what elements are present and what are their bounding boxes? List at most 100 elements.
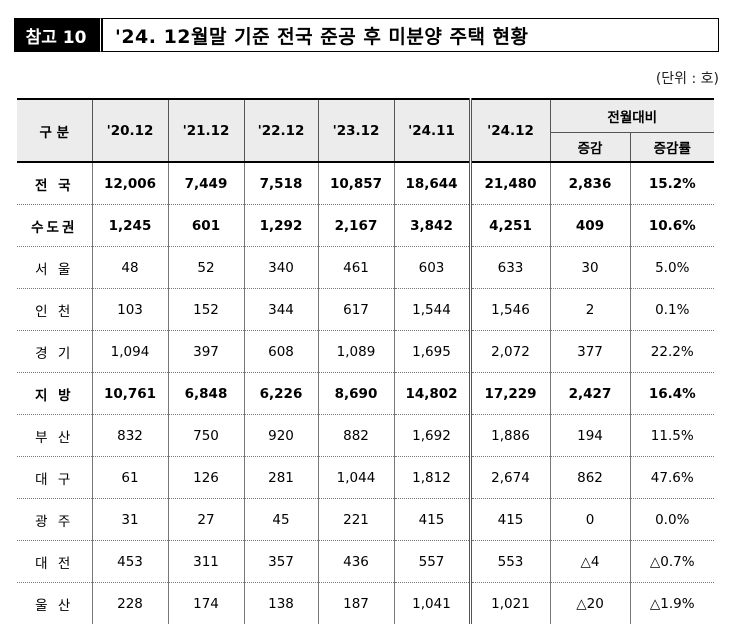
table-cell: 16.4% <box>629 372 714 415</box>
table-cell: 47.6% <box>629 456 714 499</box>
table-cell: 1,041 <box>393 582 471 624</box>
unsold-housing-table: 구 분 '20.12 '21.12 '22.12 '23.12 '24.11 '… <box>17 98 714 624</box>
header-change: 증감 <box>549 132 631 163</box>
header-year: '22.12 <box>243 98 319 163</box>
table-cell: 18,644 <box>393 161 471 205</box>
header-year: '24.12 <box>468 98 551 163</box>
table-cell: 6,226 <box>243 372 319 415</box>
row-label: 수도권 <box>17 204 93 247</box>
table-cell: 1,021 <box>468 582 551 624</box>
table-row: 서 울 48 52 340 461 603 633 30 5.0% <box>17 246 714 289</box>
table-cell: 2,674 <box>468 456 551 499</box>
table-cell: 5.0% <box>629 246 714 289</box>
table-cell: 48 <box>91 246 169 289</box>
table-row: 수도권 1,245 601 1,292 2,167 3,842 4,251 409 10.6% <box>17 204 714 247</box>
table-cell: △20 <box>549 582 631 624</box>
table-cell: 2,836 <box>549 161 631 205</box>
header-year: '23.12 <box>317 98 395 163</box>
table-cell: 10,761 <box>91 372 169 415</box>
table-cell: 1,695 <box>393 330 471 373</box>
row-label: 서 울 <box>17 246 93 289</box>
row-label: 지 방 <box>17 372 93 415</box>
table-cell: 357 <box>243 540 319 583</box>
table-cell: 633 <box>468 246 551 289</box>
table-cell: 453 <box>91 540 169 583</box>
table-cell: 601 <box>167 204 245 247</box>
table-cell: 6,848 <box>167 372 245 415</box>
table-cell: 1,812 <box>393 456 471 499</box>
table-cell: 52 <box>167 246 245 289</box>
table-cell: 187 <box>317 582 395 624</box>
unit-label: (단위 : 호) <box>655 71 719 87</box>
table-cell: 22.2% <box>629 330 714 373</box>
table-cell: 174 <box>167 582 245 624</box>
row-label: 광 주 <box>17 498 93 541</box>
table-row: 부 산 832 750 920 882 1,692 1,886 194 11.5% <box>17 414 714 457</box>
table-row: 지 방 10,761 6,848 6,226 8,690 14,802 17,229 2,42… <box>17 372 714 415</box>
table-cell: 553 <box>468 540 551 583</box>
table-cell: △0.7% <box>629 540 714 583</box>
header-year: '24.11 <box>393 98 471 163</box>
row-label: 전 국 <box>17 161 93 205</box>
table-cell: 15.2% <box>629 161 714 205</box>
table-cell: 2,072 <box>468 330 551 373</box>
table-cell: 103 <box>91 288 169 331</box>
row-label: 부 산 <box>17 414 93 457</box>
table-row: 대 전 453 311 357 436 557 553 △4 △0.7% <box>17 540 714 583</box>
table-cell: 1,292 <box>243 204 319 247</box>
table-row: 전 국 12,006 7,449 7,518 10,857 18,644 21,480 2,8… <box>17 161 714 205</box>
table-cell: 617 <box>317 288 395 331</box>
table-cell: 1,094 <box>91 330 169 373</box>
row-label: 경 기 <box>17 330 93 373</box>
table-cell: 436 <box>317 540 395 583</box>
header-monthly-change: 전월대비 <box>549 98 714 133</box>
table-cell: 10.6% <box>629 204 714 247</box>
table-cell: 415 <box>468 498 551 541</box>
table-cell: 311 <box>167 540 245 583</box>
table-cell: 0.0% <box>629 498 714 541</box>
table-cell: 126 <box>167 456 245 499</box>
header-category: 구 분 <box>17 98 93 163</box>
table-cell: 1,089 <box>317 330 395 373</box>
table-cell: 1,044 <box>317 456 395 499</box>
table-cell: 3,842 <box>393 204 471 247</box>
table-cell: 21,480 <box>468 161 551 205</box>
table-cell: 138 <box>243 582 319 624</box>
table-cell: 920 <box>243 414 319 457</box>
table-cell: 2 <box>549 288 631 331</box>
table-cell: 281 <box>243 456 319 499</box>
table-cell: 340 <box>243 246 319 289</box>
table-cell: 1,544 <box>393 288 471 331</box>
row-label: 울 산 <box>17 582 93 624</box>
table-cell: 862 <box>549 456 631 499</box>
table-cell: 31 <box>91 498 169 541</box>
table-cell: 557 <box>393 540 471 583</box>
header-change-rate: 증감률 <box>629 132 714 163</box>
table-row: 울 산 228 174 138 187 1,041 1,021 △20 △1.9% <box>17 582 714 624</box>
table-cell: 750 <box>167 414 245 457</box>
table-cell: 8,690 <box>317 372 395 415</box>
table-cell: 27 <box>167 498 245 541</box>
table-cell: 14,802 <box>393 372 471 415</box>
table-cell: 603 <box>393 246 471 289</box>
header-year: '20.12 <box>91 98 169 163</box>
row-label: 대 구 <box>17 456 93 499</box>
table-cell: 397 <box>167 330 245 373</box>
table-cell: 194 <box>549 414 631 457</box>
row-label: 대 전 <box>17 540 93 583</box>
table-cell: 1,245 <box>91 204 169 247</box>
row-label: 인 천 <box>17 288 93 331</box>
table-cell: 882 <box>317 414 395 457</box>
table-cell: 2,427 <box>549 372 631 415</box>
table-cell: 1,886 <box>468 414 551 457</box>
table-cell: 1,692 <box>393 414 471 457</box>
table-cell: 832 <box>91 414 169 457</box>
table-cell: △1.9% <box>629 582 714 624</box>
table-cell: 10,857 <box>317 161 395 205</box>
table-row: 대 구 61 126 281 1,044 1,812 2,674 862 47.6% <box>17 456 714 499</box>
table-body: 전 국 12,006 7,449 7,518 10,857 18,644 21,480 2,8… <box>17 161 714 624</box>
table-row: 경 기 1,094 397 608 1,089 1,695 2,072 377 22.2% <box>17 330 714 373</box>
document-title: '24. 12월말 기준 전국 준공 후 미분양 주택 현황 <box>98 18 719 52</box>
table-cell: 61 <box>91 456 169 499</box>
table-cell: 2,167 <box>317 204 395 247</box>
